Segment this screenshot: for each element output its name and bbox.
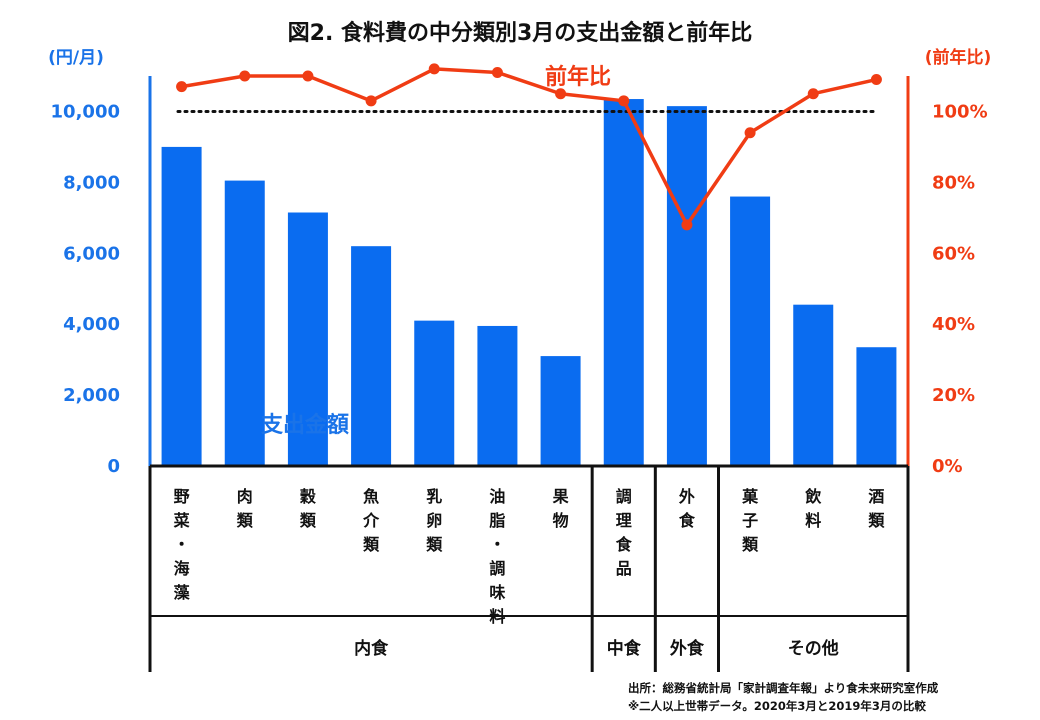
right-axis-unit: (前年比) (925, 47, 992, 68)
category-label-12: 酒類 (867, 487, 885, 530)
ratio-point-1 (176, 81, 188, 93)
ratio-point-4 (365, 95, 377, 107)
bar-9 (666, 106, 707, 467)
ratio-point-11 (807, 88, 819, 100)
category-label-7: 果物 (552, 487, 569, 530)
source-note: 出所：総務省統計局「家計調査年報」より食未来研究室作成 (628, 681, 939, 695)
group-label-4: その他 (788, 638, 839, 659)
bar-2 (224, 180, 265, 466)
right-tick-1: 20% (932, 385, 975, 406)
footnote: ※二人以上世帯データ。2020年3月と2019年3月の比較 (628, 699, 926, 713)
category-label-9: 外食 (678, 487, 696, 530)
category-label-10: 菓子類 (741, 487, 759, 554)
right-tick-4: 80% (932, 172, 975, 193)
axes (148, 76, 910, 468)
left-tick-1: 2,000 (63, 385, 120, 406)
group-label-3: 外食 (670, 638, 705, 659)
ratio-point-12 (870, 74, 882, 86)
line-series-label: 前年比 (545, 64, 611, 90)
right-tick-3: 60% (932, 243, 975, 264)
category-label-2: 肉類 (236, 487, 254, 530)
bar-1 (161, 146, 202, 466)
left-tick-2: 4,000 (63, 314, 120, 335)
y-tick-labels: 0 2,000 4,000 6,000 8,000 10,000 0% 20% 40% 60% 80… (51, 101, 988, 477)
ratio-point-5 (428, 63, 440, 75)
left-tick-3: 6,000 (63, 243, 120, 264)
ratio-point-3 (302, 70, 314, 82)
ratio-point-7 (555, 88, 567, 100)
ratio-point-6 (491, 66, 503, 78)
category-labels: 野菜・海藻 肉類 穀類 魚介類 乳卵類 油脂・調味料 果物 調理食品 外食 菓子類 飲料 酒類 (173, 487, 886, 626)
category-label-4: 魚介類 (362, 487, 380, 554)
bar-series (161, 99, 897, 467)
left-tick-4: 8,000 (63, 172, 120, 193)
left-tick-0: 0 (107, 456, 120, 477)
category-label-8: 調理食品 (615, 487, 633, 578)
category-label-11: 飲料 (804, 487, 822, 530)
line-series (176, 63, 882, 231)
bar-4 (351, 246, 392, 466)
ratio-point-10 (744, 127, 756, 139)
bar-11 (793, 304, 834, 466)
ratio-point-8 (618, 95, 630, 107)
bar-8 (603, 99, 644, 466)
bar-10 (730, 196, 771, 466)
right-tick-5: 100% (932, 101, 988, 122)
bar-12 (856, 347, 897, 466)
bar-series-label: 支出金額 (261, 412, 349, 438)
ratio-line (181, 67, 877, 227)
group-label-1: 内食 (354, 638, 389, 659)
category-groups: 内食 中食 外食 その他 (148, 466, 910, 672)
ratio-point-2 (239, 70, 251, 82)
category-label-5: 乳卵類 (425, 487, 443, 554)
chart-title: 図2. 食料費の中分類別3月の支出金額と前年比 (288, 20, 753, 46)
group-label-2: 中食 (607, 638, 642, 659)
category-label-6: 油脂・調味料 (489, 487, 505, 626)
bar-6 (477, 325, 518, 466)
bar-3 (287, 212, 328, 466)
right-tick-2: 40% (932, 314, 975, 335)
bar-7 (540, 356, 581, 466)
left-tick-5: 10,000 (51, 101, 120, 122)
left-axis-unit: (円/月) (48, 48, 104, 68)
category-label-1: 野菜・海藻 (173, 487, 191, 602)
category-label-3: 穀類 (299, 487, 317, 530)
bar-5 (414, 320, 455, 466)
right-tick-0: 0% (932, 456, 963, 477)
ratio-point-9 (681, 219, 693, 231)
